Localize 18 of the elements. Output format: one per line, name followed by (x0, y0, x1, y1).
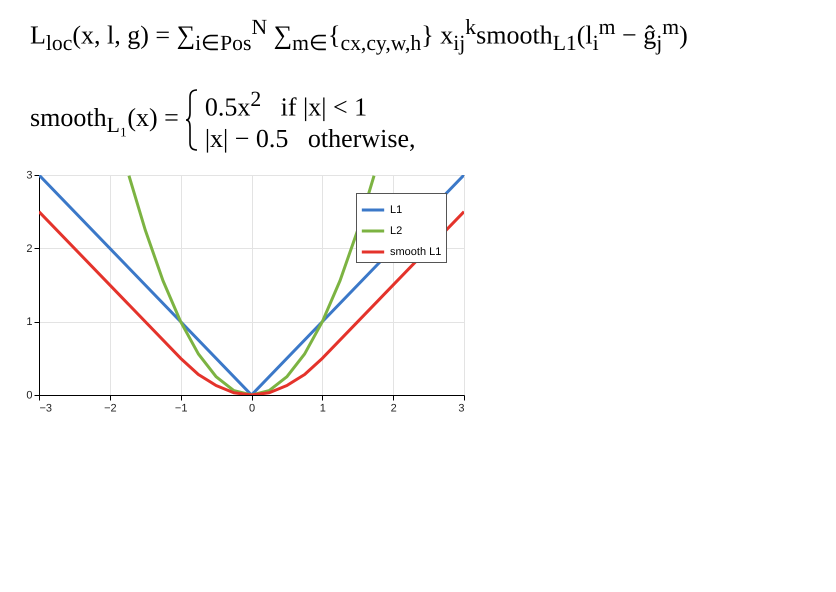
x-tick-label: −3 (40, 402, 52, 414)
legend-label: L1 (390, 204, 402, 216)
legend-label: smooth L1 (390, 246, 442, 258)
x-tick-label: −1 (174, 402, 188, 414)
x-tick-label: 3 (458, 402, 464, 414)
x-tick-label: −2 (104, 402, 117, 414)
legend-label: L2 (390, 224, 402, 237)
text: 0.5x$^{2}$ if |x| < 1 (204, 86, 368, 123)
x-tick-label: 2 (390, 402, 397, 414)
text: L$_{loc}$(x, l, g) = ∑$_{i∈Pos}$$^{N}$ ∑$_{m∈}${$_{cx,cy,w,h}$} x$_{ij}$$^{k}$smooth$_{L1}$(l$_{i}$$^{m}$ − ĝ$_{j}$$^{m}$) (30, 15, 688, 55)
y-tick-label: 0 (26, 389, 32, 402)
text: smooth$_{L₁}$(x) = (30, 102, 179, 138)
y-tick-label: 2 (26, 242, 32, 255)
x-tick-label: 1 (320, 402, 326, 414)
x-tick-label: 0 (248, 402, 256, 414)
text: |x| − 0.5 otherwise, (204, 122, 416, 154)
y-tick-label: 1 (26, 316, 32, 328)
y-tick-label: 3 (26, 169, 32, 182)
